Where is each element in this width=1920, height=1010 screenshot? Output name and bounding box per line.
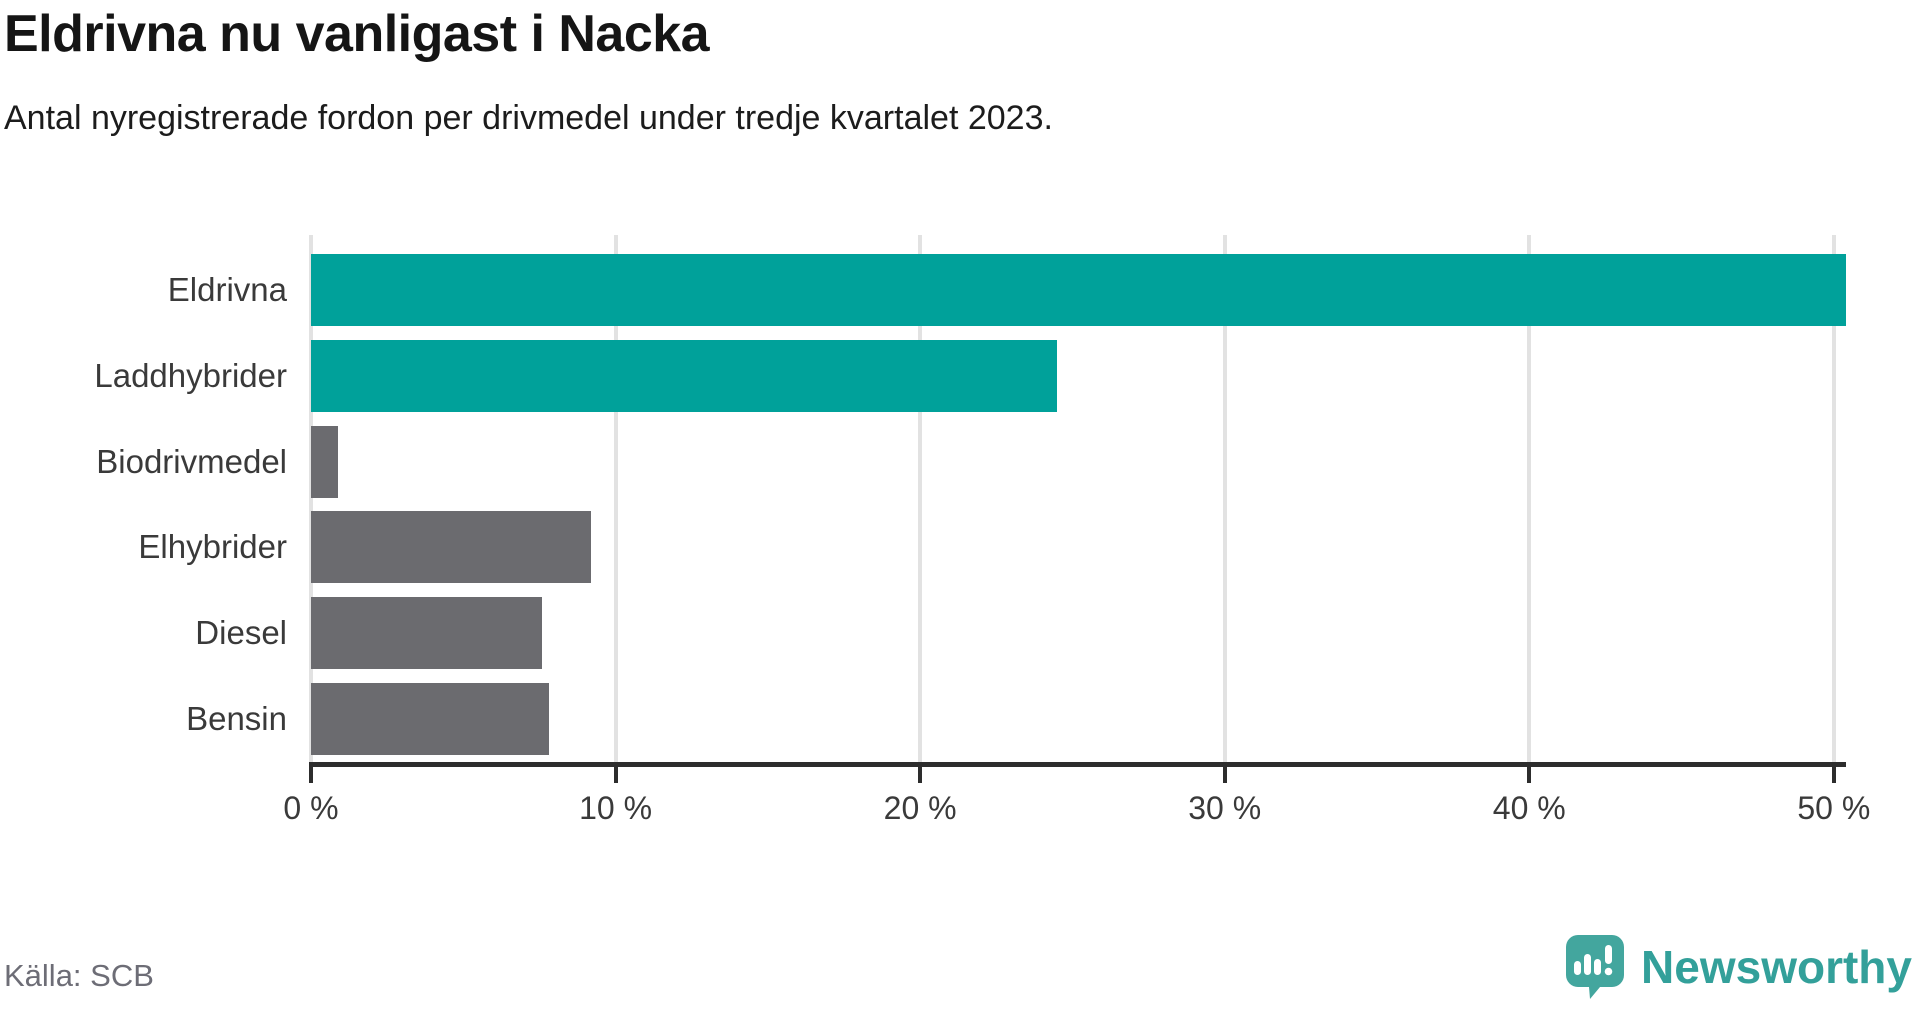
gridline-50 [1831, 235, 1836, 762]
tick-label-50: 50 % [1797, 790, 1871, 826]
tick-mark-50 [1831, 762, 1836, 783]
category-label-eldrivna: Eldrivna [167, 270, 287, 308]
source-note: Källa: SCB [4, 958, 154, 993]
bar-elhybrider [311, 511, 592, 584]
tick-label-0: 0 % [283, 790, 339, 826]
tick-label-30: 30 % [1188, 790, 1262, 826]
category-label-biodrivmedel: Biodrivmedel [96, 442, 287, 480]
bar-eldrivna [311, 253, 1846, 326]
bar-row-biodrivmedel: Biodrivmedel [96, 419, 1846, 505]
tick-mark-30 [1222, 762, 1227, 783]
plot-area: Eldrivna Laddhybrider Biodrivmedel Elhybrid… [94, 235, 1870, 826]
brand-logo: Newsworthy [1565, 934, 1912, 1000]
bar-bensin [311, 683, 549, 756]
bar-laddhybrider [311, 339, 1058, 412]
category-label-elhybrider: Elhybrider [138, 528, 287, 566]
bar-row-laddhybrider: Laddhybrider [94, 333, 1846, 419]
brand-wordmark: Newsworthy [1641, 941, 1912, 993]
category-label-diesel: Diesel [195, 614, 287, 652]
gridline-40 [1527, 235, 1532, 762]
bar-diesel [311, 597, 543, 670]
bar-row-bensin: Bensin [186, 676, 1846, 762]
chart-title: Eldrivna nu vanligast i Nacka [4, 5, 710, 63]
newsworthy-bubble-icon [1566, 935, 1625, 999]
gridline-0 [309, 235, 313, 762]
bar-rows: Eldrivna Laddhybrider Biodrivmedel Elhybrid… [94, 247, 1846, 762]
bar-row-diesel: Diesel [195, 590, 1846, 676]
bar-row-elhybrider: Elhybrider [138, 504, 1846, 590]
bar-row-eldrivna: Eldrivna [168, 247, 1846, 333]
tick-label-10: 10 % [579, 790, 653, 826]
tick-mark-20 [918, 762, 923, 783]
tick-label-40: 40 % [1492, 790, 1566, 826]
tick-mark-0 [309, 762, 313, 783]
tick-label-20: 20 % [883, 790, 957, 826]
gridline-10 [613, 235, 618, 762]
tick-mark-40 [1527, 762, 1532, 783]
category-label-laddhybrider: Laddhybrider [94, 356, 287, 394]
category-label-bensin: Bensin [186, 700, 287, 738]
gridline-20 [918, 235, 923, 762]
tick-mark-10 [613, 762, 618, 783]
chart-subtitle: Antal nyregistrerade fordon per drivmede… [4, 99, 1053, 137]
gridline-30 [1222, 235, 1227, 762]
bar-biodrivmedel [311, 425, 339, 498]
